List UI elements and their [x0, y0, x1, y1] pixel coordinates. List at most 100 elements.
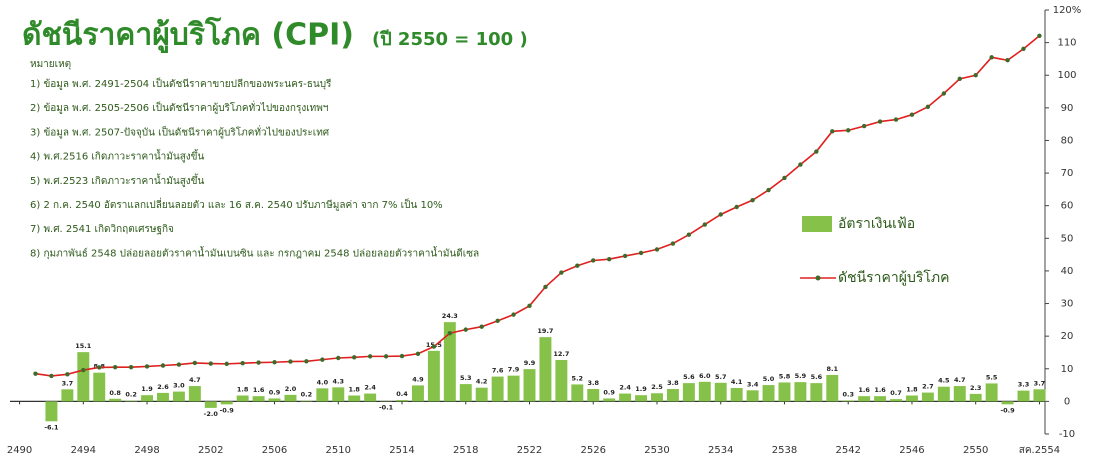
bar	[698, 381, 711, 402]
data-label: 2.7	[922, 383, 934, 391]
data-label: 4.9	[412, 375, 424, 383]
line-marker	[352, 355, 357, 360]
data-label: 5.0	[763, 375, 775, 383]
line-marker	[543, 284, 548, 290]
line-marker	[861, 123, 867, 129]
line-marker	[814, 149, 819, 154]
bar	[794, 382, 807, 402]
data-label: 4.7	[954, 376, 966, 384]
line-marker	[288, 359, 293, 364]
x-tick-label: 2518	[453, 445, 478, 456]
bar	[491, 376, 504, 402]
line-marker	[766, 187, 771, 193]
legend-swatch	[802, 216, 832, 232]
bar	[109, 398, 122, 402]
data-label: 9.9	[524, 359, 536, 367]
bar	[682, 383, 695, 402]
x-tick-label: 2522	[517, 445, 542, 456]
line-marker	[336, 355, 341, 361]
line-marker	[909, 112, 915, 117]
line-marker	[798, 162, 803, 167]
bar	[141, 395, 154, 402]
bar	[858, 396, 871, 402]
line-marker	[622, 253, 628, 259]
line-marker	[367, 354, 373, 359]
bar	[316, 388, 329, 402]
bar	[746, 390, 759, 402]
line-marker	[256, 360, 261, 365]
bar	[762, 385, 775, 402]
note: 2) ข้อมูล พ.ศ. 2505-2506 เป็นดัชนีราคาผู…	[30, 100, 328, 114]
line-marker	[527, 303, 532, 309]
data-label: -0.9	[1000, 406, 1015, 414]
data-label: 4.7	[189, 376, 201, 384]
bar	[61, 389, 74, 402]
legend-swatch	[815, 275, 821, 281]
line-marker	[957, 76, 962, 82]
bar	[571, 384, 584, 402]
bar	[603, 398, 616, 402]
line-marker	[591, 258, 596, 263]
data-label: 0.2	[301, 391, 313, 399]
data-label: 1.9	[141, 385, 153, 393]
bar	[953, 386, 966, 402]
data-label: 6.0	[699, 372, 711, 380]
y-tick-label: 110	[1057, 38, 1076, 49]
line-marker	[670, 241, 676, 246]
data-label: 5.6	[683, 373, 695, 381]
data-label: 7.9	[508, 366, 520, 374]
line-marker	[415, 351, 421, 356]
data-label: 0.9	[603, 388, 615, 396]
data-label: 5.7	[715, 373, 727, 381]
bar	[348, 395, 361, 402]
bar	[842, 400, 855, 402]
bar	[523, 369, 536, 402]
line-marker	[1005, 58, 1010, 63]
legend-label: อัตราเงินเฟ้อ	[838, 216, 915, 232]
line-marker	[224, 361, 229, 367]
y-tick-label: 50	[1061, 233, 1074, 244]
data-label: 3.7	[62, 379, 74, 387]
line-marker	[144, 364, 150, 369]
data-label: 3.7	[1034, 379, 1046, 387]
data-label: 7.6	[492, 367, 504, 375]
y-tick-label: 30	[1061, 299, 1074, 310]
data-label: 2.5	[651, 383, 663, 391]
line-marker	[495, 318, 500, 324]
bar	[985, 383, 998, 402]
notes-title: หมายเหตุ	[30, 59, 71, 70]
line-marker	[240, 361, 245, 366]
x-tick-label: 2494	[71, 445, 96, 456]
x-tick-label: 2490	[7, 445, 32, 456]
line-marker	[782, 175, 787, 181]
line-marker	[925, 104, 931, 110]
chart-subtitle: (ปี 2550 = 100 )	[372, 29, 528, 50]
y-tick-label: 20	[1061, 331, 1074, 342]
bar	[507, 375, 520, 402]
line-marker	[750, 197, 755, 203]
data-label: 0.8	[109, 389, 121, 397]
note: 3) ข้อมูล พ.ศ. 2507-ปัจจุบัน เป็นดัชนีรา…	[30, 124, 330, 138]
data-label: 5.6	[811, 373, 823, 381]
y-tick-label: 40	[1061, 266, 1074, 277]
line-marker	[65, 372, 70, 377]
note: 1) ข้อมูล พ.ศ. 2491-2504 เป็นดัชนีราคาขา…	[30, 76, 332, 90]
data-label: 2.6	[157, 383, 169, 391]
line-marker	[1021, 46, 1026, 52]
bar	[427, 350, 440, 402]
legend-label: ดัชนีราคาผู้บริโภค	[838, 269, 950, 286]
notes: 1) ข้อมูล พ.ศ. 2491-2504 เป็นดัชนีราคาขา…	[30, 76, 479, 259]
line-marker	[33, 371, 38, 376]
data-label: -2.0	[204, 410, 219, 418]
line-marker	[877, 119, 883, 124]
data-label: 4.2	[476, 378, 488, 386]
x-tick-label: 2502	[198, 445, 223, 456]
x-tick-label: 2506	[262, 445, 287, 456]
data-label: -0.1	[379, 404, 394, 412]
line-marker	[49, 373, 54, 379]
line-marker	[383, 354, 389, 359]
data-label: 4.5	[938, 377, 950, 385]
line-marker	[575, 263, 580, 268]
data-label: 2.4	[364, 384, 376, 392]
bar	[364, 393, 377, 402]
